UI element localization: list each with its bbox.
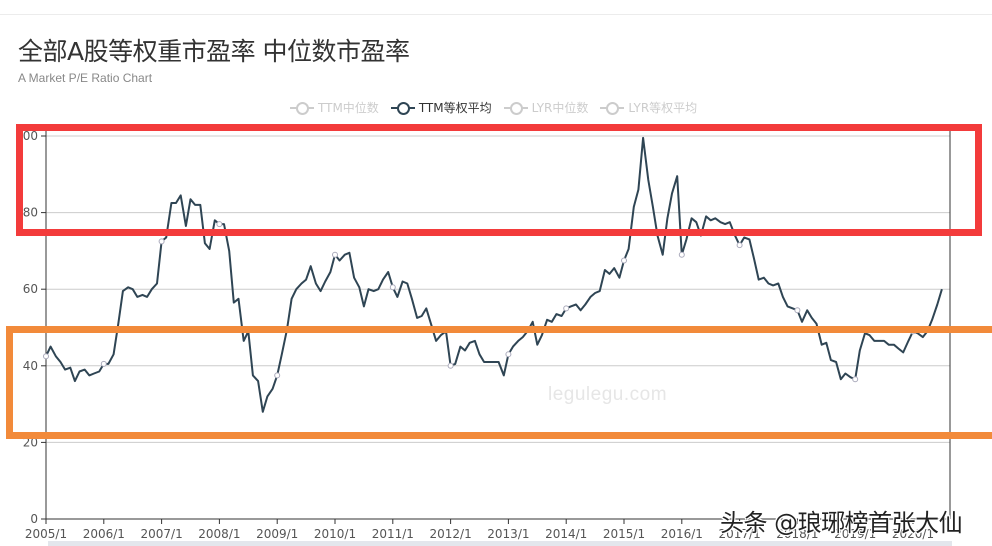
- data-point-marker[interactable]: [332, 251, 338, 258]
- legend-line-circle-icon: [290, 101, 314, 115]
- top-divider: [0, 14, 992, 15]
- author-watermark: 头条 @琅琊榜首张大仙: [720, 509, 963, 537]
- x-tick-label: 2008/1: [198, 527, 240, 541]
- red-highlight-box: [16, 124, 982, 236]
- x-tick-label: 2011/1: [372, 527, 414, 541]
- x-tick-label: 2005/1: [25, 527, 67, 541]
- x-tick-label: 2006/1: [83, 527, 125, 541]
- x-tick-label: 2009/1: [256, 527, 298, 541]
- datazoom-slider[interactable]: [48, 541, 952, 546]
- data-point-marker[interactable]: [563, 305, 570, 312]
- legend-line-circle-icon: [390, 101, 415, 115]
- x-tick-label: 2010/1: [314, 527, 356, 541]
- chart-legend: TTM中位数 TTM等权平均 LYR中位数 LYR等权平均: [290, 99, 697, 116]
- y-tick-label: 60: [23, 282, 38, 296]
- series-line[interactable]: [45, 136, 943, 413]
- data-point-marker[interactable]: [621, 257, 627, 264]
- y-tick-label: 40: [23, 359, 38, 373]
- x-tick-label: 2020/1: [892, 527, 934, 541]
- chart-title: 全部A股等权重市盈率 中位数市盈率: [18, 37, 410, 66]
- x-tick-label: 2007/1: [140, 527, 182, 541]
- legend-label: LYR中位数: [531, 101, 589, 115]
- data-point-marker[interactable]: [100, 360, 107, 367]
- data-point-marker[interactable]: [389, 284, 396, 291]
- x-tick-label: 2019/1: [834, 527, 876, 541]
- data-point-marker[interactable]: [216, 221, 223, 228]
- data-point-marker[interactable]: [852, 376, 859, 383]
- data-point-marker[interactable]: [43, 353, 49, 360]
- y-tick-label: 0: [30, 512, 38, 526]
- x-tick-label: 2013/1: [487, 527, 529, 541]
- x-tick-label: 2015/1: [603, 527, 645, 541]
- data-point-marker[interactable]: [736, 242, 743, 249]
- data-point-marker[interactable]: [447, 362, 454, 369]
- x-tick-label: 2016/1: [661, 527, 703, 541]
- legend-label: TTM等权平均: [418, 101, 492, 115]
- x-tick-label: 2012/1: [429, 527, 471, 541]
- data-point-marker[interactable]: [274, 372, 281, 379]
- data-point-marker[interactable]: [505, 351, 512, 358]
- site-watermark: legulegu.com: [548, 384, 668, 405]
- data-point-marker[interactable]: [678, 251, 685, 258]
- y-tick-label: 00: [23, 129, 38, 143]
- chart-subtitle: A Market P/E Ratio Chart: [18, 71, 153, 85]
- legend-line-circle-icon: [503, 101, 528, 115]
- legend-label: LYR等权平均: [628, 101, 698, 115]
- legend-line-circle-icon: [600, 101, 625, 115]
- x-tick-label: 2018/1: [776, 527, 818, 541]
- legend-item-3[interactable]: LYR等权平均: [600, 99, 697, 116]
- x-tick-label: 2014/1: [545, 527, 587, 541]
- legend-label: TTM中位数: [318, 101, 379, 115]
- y-tick-label: 80: [23, 206, 38, 220]
- legend-item-0[interactable]: TTM中位数: [290, 99, 379, 116]
- data-point-marker[interactable]: [794, 307, 801, 314]
- x-tick-label: 2017/1: [718, 527, 760, 541]
- legend-item-1[interactable]: TTM等权平均: [390, 99, 492, 116]
- data-point-marker[interactable]: [158, 238, 165, 245]
- orange-highlight-box: [6, 326, 992, 439]
- legend-item-2[interactable]: LYR中位数: [503, 99, 589, 116]
